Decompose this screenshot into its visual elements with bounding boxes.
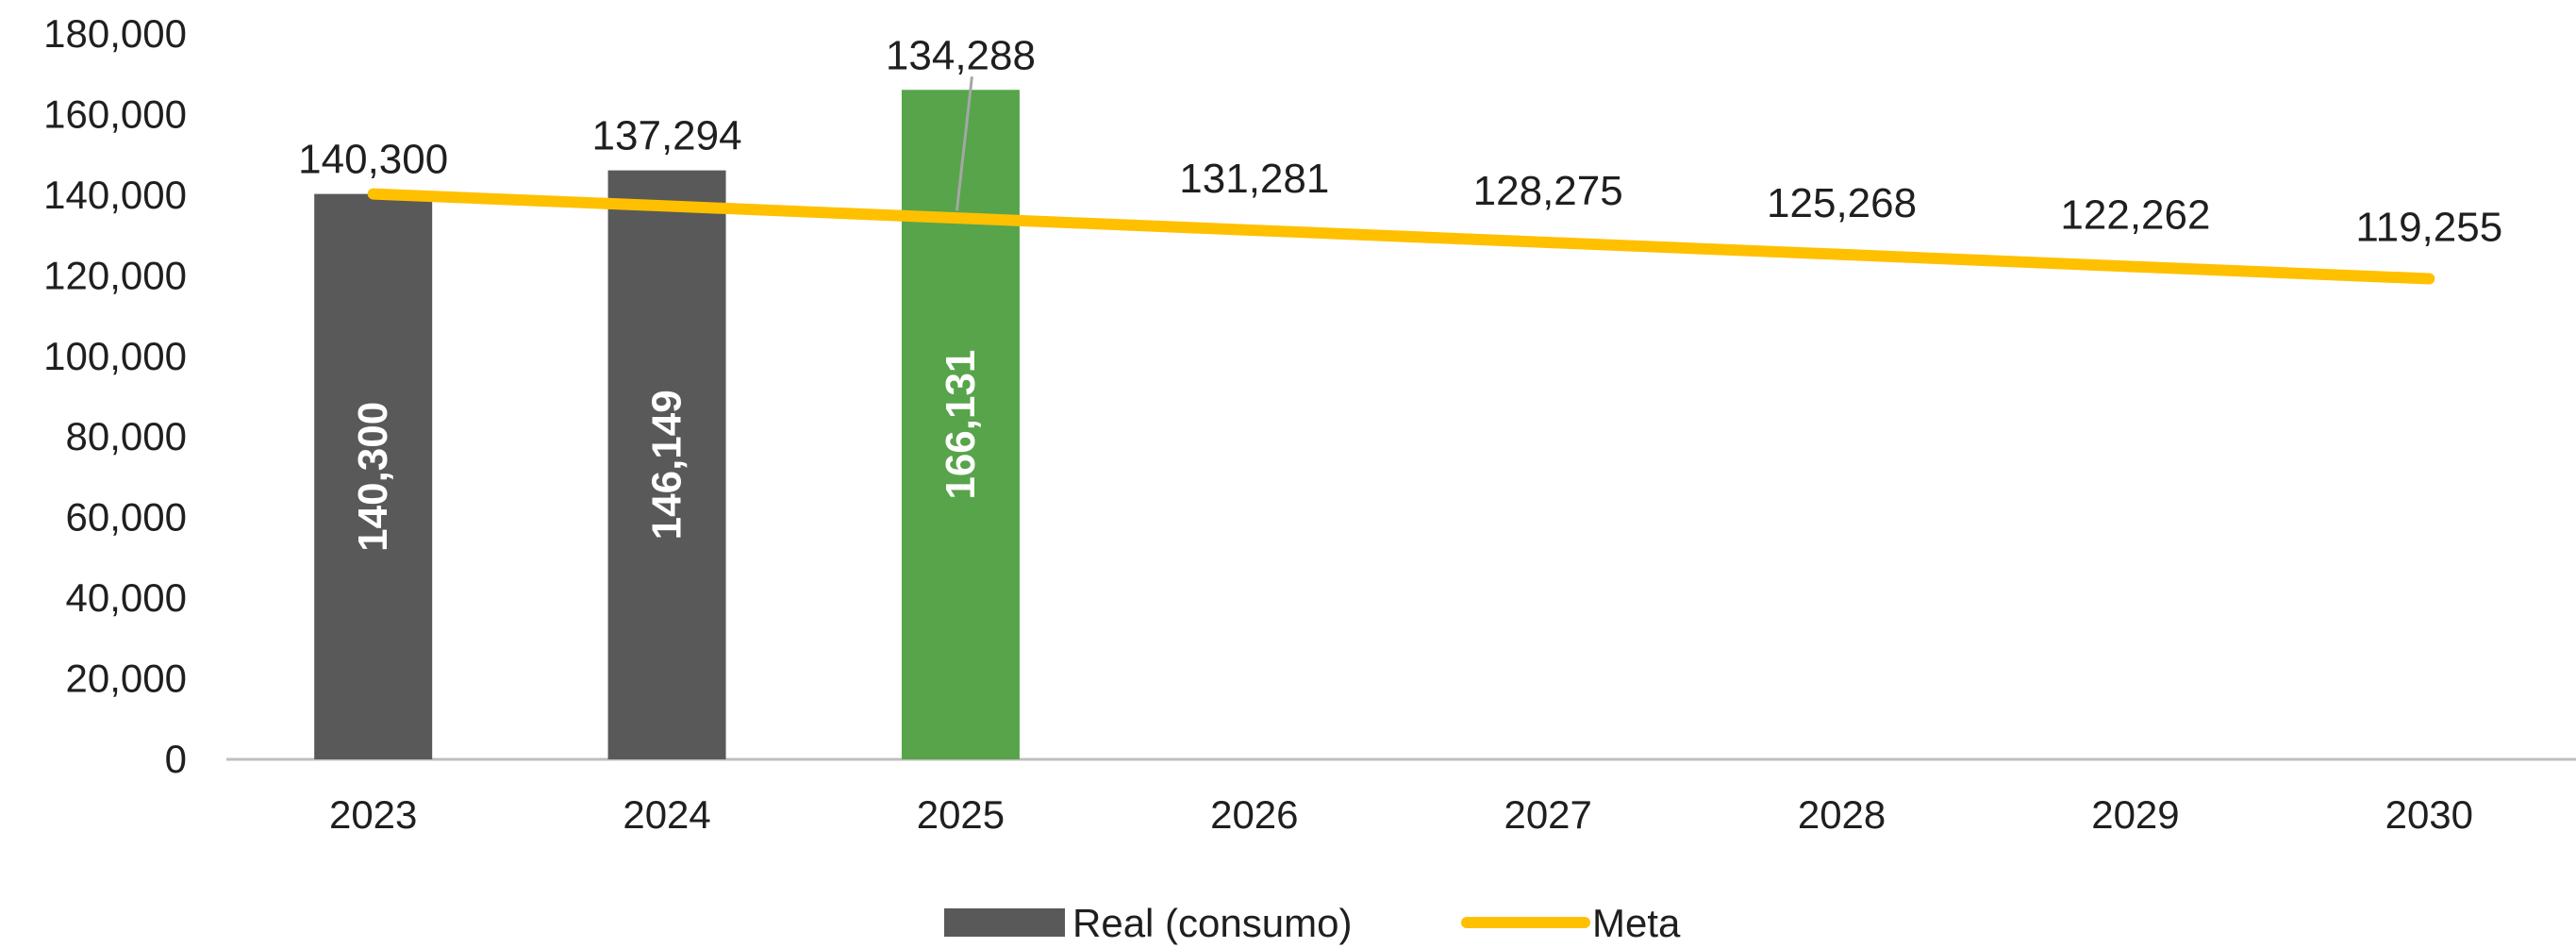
line-series-meta [367,188,2435,285]
y-tick-label: 180,000 [43,11,187,56]
bar [607,170,726,759]
y-tick-label: 60,000 [66,495,187,540]
bar-series-real [314,90,1020,759]
line-data-label: 122,262 [2060,192,2210,239]
x-tick-label: 2026 [1210,792,1298,837]
x-tick-label: 2024 [623,792,710,837]
x-tick-label: 2027 [1504,792,1591,837]
line-data-labels: 140,300 137,294 134,288 131,281 128,275 125,2… [298,32,2502,250]
bar [901,90,1020,759]
y-tick-label: 0 [165,737,187,781]
x-tick-label: 2025 [917,792,1005,837]
y-tick-label: 20,000 [66,657,187,701]
x-axis-tick-labels: 2023 2024 2025 2026 2027 2028 2029 2030 [329,792,2473,837]
y-axis-tick-labels: 0 20,000 40,000 60,000 80,000 100,000 120,000 1… [43,11,187,781]
x-tick-label: 2029 [2091,792,2179,837]
legend-label-real: Real (consumo) [1072,901,1352,945]
y-tick-label: 140,000 [43,173,187,217]
line-data-label: 128,275 [1473,168,1623,214]
y-tick-label: 160,000 [43,91,187,136]
line-data-label: 119,255 [2355,205,2502,251]
bar-data-labels: 140,300 146,149 166,131 [350,350,984,552]
legend: Real (consumo) Meta [944,901,1681,945]
line-data-label: 125,268 [1767,180,1917,226]
legend-swatch-real [944,908,1065,937]
line-data-label: 140,300 [298,137,448,183]
y-tick-label: 100,000 [43,334,187,378]
x-tick-label: 2030 [2385,792,2473,837]
bar [314,193,433,759]
line-data-label: 134,288 [886,32,1036,78]
line-data-label: 131,281 [1179,156,1329,202]
bar-data-label: 146,149 [644,390,690,540]
leader-line [955,76,973,211]
line-data-label: 137,294 [592,113,742,159]
y-tick-label: 120,000 [43,253,187,297]
x-tick-label: 2023 [329,792,417,837]
x-tick-label: 2028 [1798,792,1886,837]
y-tick-label: 80,000 [66,414,187,458]
bar-data-label: 140,300 [350,402,396,552]
y-tick-label: 40,000 [66,575,187,620]
legend-label-meta: Meta [1592,901,1681,945]
bar-data-label: 166,131 [938,350,984,500]
